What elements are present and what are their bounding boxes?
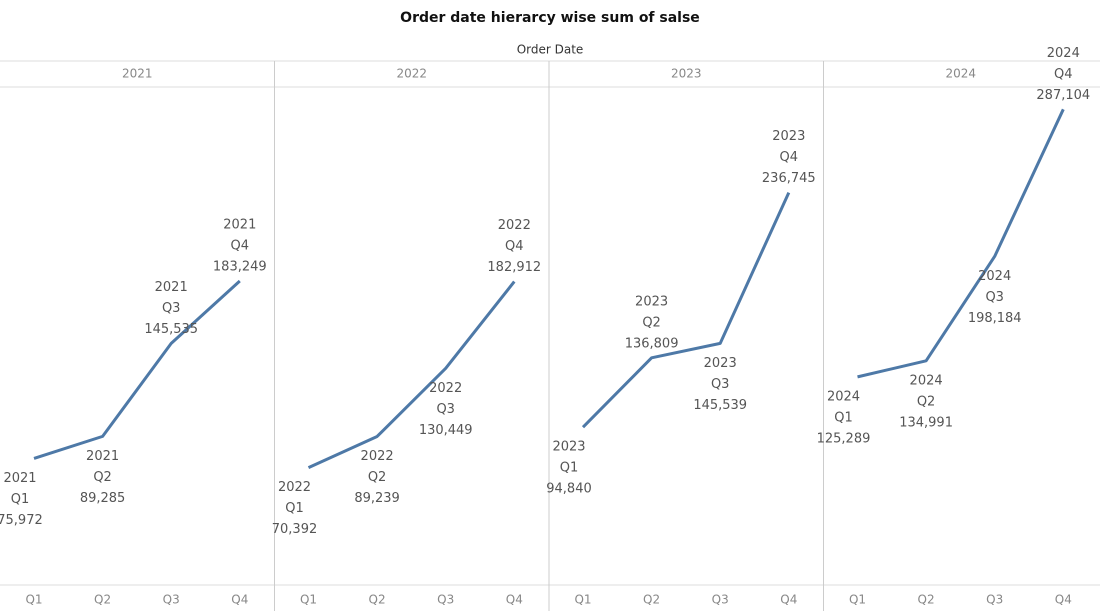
data-label: 94,840 — [546, 482, 592, 497]
data-label: 136,809 — [625, 336, 679, 351]
x-tick-label: Q1 — [25, 593, 42, 607]
data-label-year: 2024 — [1047, 46, 1080, 61]
data-label: 89,239 — [354, 491, 400, 506]
data-label-quarter: Q4 — [1054, 67, 1073, 82]
line — [307, 280, 516, 469]
panel-label: 2024 — [945, 67, 976, 81]
data-label: 134,991 — [899, 415, 953, 430]
data-label: 145,535 — [144, 322, 198, 337]
data-label-year: 2021 — [3, 471, 36, 486]
data-label-year: 2021 — [223, 218, 256, 233]
data-label-year: 2024 — [827, 389, 860, 404]
data-label-quarter: Q3 — [162, 301, 181, 316]
data-label-quarter: Q2 — [368, 470, 387, 485]
data-label: 182,912 — [487, 260, 541, 275]
x-tick-label: Q2 — [369, 593, 386, 607]
data-label-year: 2024 — [978, 269, 1011, 284]
x-tick-label: Q3 — [163, 593, 180, 607]
data-label-quarter: Q2 — [93, 470, 112, 485]
x-tick-label: Q1 — [849, 593, 866, 607]
x-tick-label: Q3 — [437, 593, 454, 607]
line — [33, 279, 241, 460]
data-label-quarter: Q1 — [560, 461, 579, 476]
data-label-year: 2023 — [704, 356, 737, 371]
data-label: 236,745 — [762, 171, 816, 186]
x-tick-label: Q3 — [712, 593, 729, 607]
data-label-year: 2022 — [429, 381, 462, 396]
data-label-quarter: Q1 — [834, 410, 853, 425]
data-label-quarter: Q3 — [436, 402, 455, 417]
data-label: 183,249 — [213, 260, 267, 275]
header-label: Order Date — [517, 43, 584, 57]
data-label: 89,285 — [80, 491, 126, 506]
data-label-quarter: Q1 — [11, 492, 30, 507]
panel-label: 2023 — [671, 67, 702, 81]
data-label: 145,539 — [693, 398, 747, 413]
chart-title: Order date hierarcy wise sum of salse — [400, 10, 700, 26]
data-label-year: 2023 — [772, 129, 805, 144]
data-label-year: 2022 — [498, 218, 531, 233]
data-label: 198,184 — [968, 311, 1022, 326]
data-label-quarter: Q3 — [711, 377, 730, 392]
data-label-quarter: Q2 — [642, 315, 661, 330]
x-tick-label: Q2 — [918, 593, 935, 607]
data-label-year: 2022 — [278, 480, 311, 495]
data-label: 125,289 — [817, 431, 871, 446]
data-label-year: 2023 — [552, 440, 585, 455]
x-tick-label: Q4 — [506, 593, 523, 607]
data-label-year: 2022 — [361, 449, 394, 464]
data-label-quarter: Q4 — [780, 150, 799, 165]
data-label-quarter: Q4 — [231, 239, 250, 254]
x-tick-label: Q1 — [574, 593, 591, 607]
data-label-year: 2021 — [155, 280, 188, 295]
data-label-quarter: Q1 — [285, 501, 304, 516]
line — [857, 108, 1065, 379]
data-label-year: 2024 — [910, 373, 943, 388]
data-label-quarter: Q3 — [985, 290, 1004, 305]
data-label: 70,392 — [272, 522, 318, 537]
data-label-year: 2021 — [86, 449, 119, 464]
x-tick-label: Q2 — [643, 593, 660, 607]
data-label: 287,104 — [1036, 88, 1090, 103]
data-label: 75,972 — [0, 513, 43, 528]
line — [581, 191, 791, 429]
panel-label: 2022 — [396, 67, 427, 81]
panel-label: 2021 — [122, 67, 153, 81]
data-label-quarter: Q2 — [917, 394, 936, 409]
data-label: 130,449 — [419, 423, 473, 438]
x-tick-label: Q1 — [300, 593, 317, 607]
x-tick-label: Q4 — [231, 593, 248, 607]
x-tick-label: Q4 — [780, 593, 797, 607]
x-tick-label: Q2 — [94, 593, 111, 607]
data-label-year: 2023 — [635, 294, 668, 309]
x-tick-label: Q4 — [1055, 593, 1072, 607]
data-label-quarter: Q4 — [505, 239, 524, 254]
x-tick-label: Q3 — [986, 593, 1003, 607]
